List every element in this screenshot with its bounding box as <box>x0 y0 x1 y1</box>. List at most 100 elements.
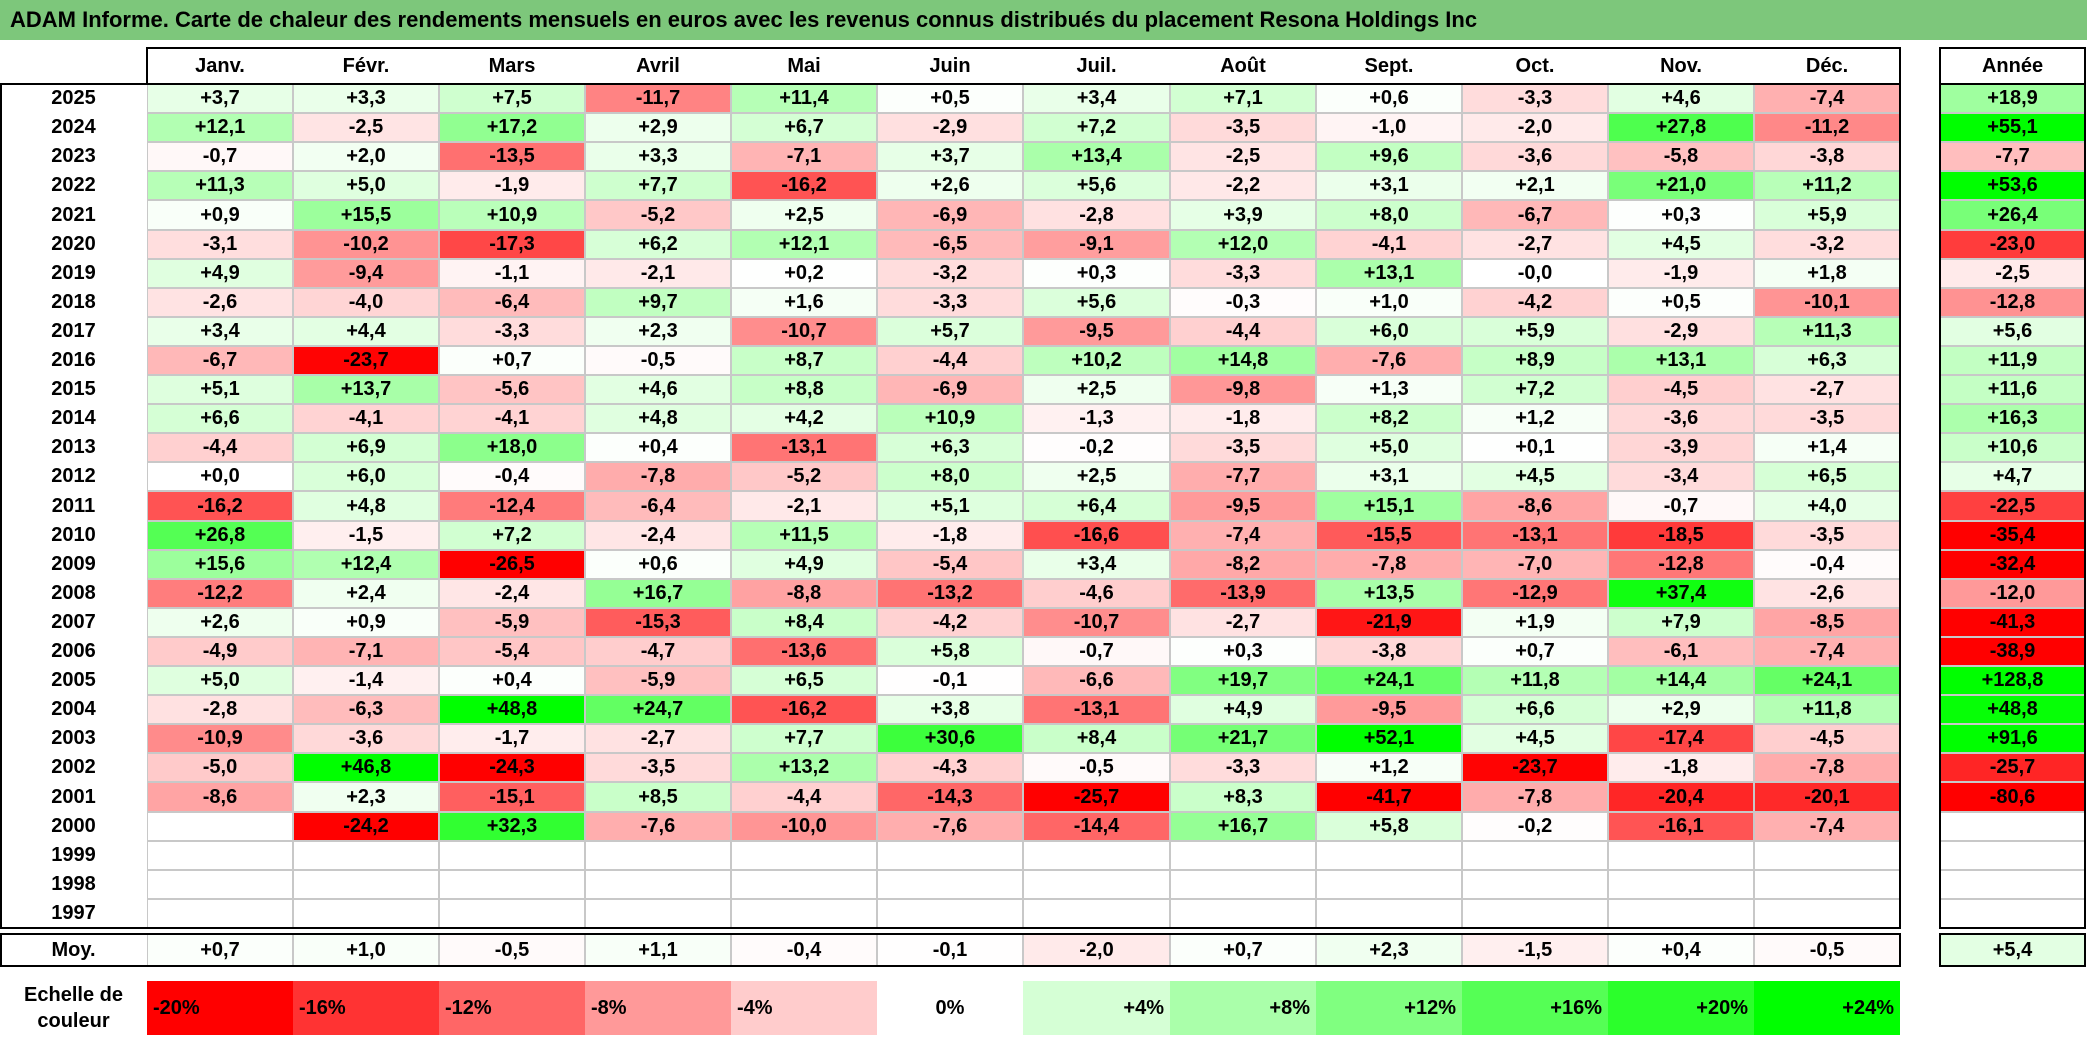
color-scale-label: Echelle de couleur <box>24 984 123 1032</box>
heatmap-cell: -7,4 <box>1754 637 1900 666</box>
heatmap-cell: -2,9 <box>1608 317 1754 346</box>
heatmap-cell: -10,2 <box>293 230 439 259</box>
heatmap-cell: +3,7 <box>147 84 293 113</box>
heatmap-cell: -5,2 <box>585 200 731 230</box>
year-label: 2009 <box>51 553 96 575</box>
heatmap-cell: -9,4 <box>293 259 439 288</box>
heatmap-cell: +17,2 <box>439 113 585 142</box>
heatmap-cell: +0,6 <box>1316 84 1462 113</box>
month-header: Juin <box>929 54 971 77</box>
heatmap-cell: -3,6 <box>1462 142 1608 171</box>
heatmap-cell: -6,4 <box>585 491 731 521</box>
heatmap-cell: +4,5 <box>1608 230 1754 259</box>
heatmap-cell: +0,5 <box>877 84 1023 113</box>
heatmap-cell: +2,5 <box>1023 375 1170 404</box>
heatmap-cell: +1,6 <box>731 288 877 317</box>
heatmap-cell: +6,6 <box>1462 695 1608 724</box>
heatmap-cell <box>293 899 439 928</box>
heatmap-cell: -2,7 <box>1462 230 1608 259</box>
heatmap-cell: +5,0 <box>147 666 293 695</box>
annual-cell: +91,6 <box>1940 724 2085 753</box>
annual-cell: -80,6 <box>1940 782 2085 812</box>
heatmap-cell: +8,3 <box>1170 782 1316 812</box>
heatmap-cell: -3,4 <box>1608 462 1754 491</box>
heatmap-cell: -4,1 <box>293 404 439 433</box>
annual-cell: -7,7 <box>1940 142 2085 171</box>
heatmap-cell: -6,1 <box>1608 637 1754 666</box>
heatmap-cell: +1,2 <box>1316 753 1462 782</box>
year-label: 2012 <box>51 465 96 487</box>
heatmap-cell: -2,1 <box>585 259 731 288</box>
heatmap-cell: +7,2 <box>1462 375 1608 404</box>
heatmap-cell: +13,1 <box>1608 346 1754 375</box>
heatmap-cell: -3,6 <box>1608 404 1754 433</box>
heatmap-cell: +6,4 <box>1023 491 1170 521</box>
heatmap-cell: -16,2 <box>147 491 293 521</box>
heatmap-cell: +7,7 <box>585 171 731 200</box>
heatmap-cell: +0,7 <box>1462 637 1608 666</box>
average-cell: +1,0 <box>293 934 439 966</box>
color-scale-swatch: -4% <box>731 981 877 1035</box>
heatmap-cell: +8,0 <box>877 462 1023 491</box>
heatmap-cell: +13,2 <box>731 753 877 782</box>
heatmap-cell: +8,7 <box>731 346 877 375</box>
heatmap-cell: -13,1 <box>1462 521 1608 550</box>
heatmap-cell: +4,6 <box>1608 84 1754 113</box>
heatmap-cell: -2,5 <box>1170 142 1316 171</box>
heatmap-cell: -3,2 <box>877 259 1023 288</box>
month-header: Janv. <box>195 54 245 77</box>
heatmap-cell: +13,1 <box>1316 259 1462 288</box>
heatmap-cell: -2,7 <box>1754 375 1900 404</box>
heatmap-cell: -18,5 <box>1608 521 1754 550</box>
heatmap-cell: -0,0 <box>1462 259 1608 288</box>
year-label: 2014 <box>51 407 96 429</box>
average-cell: +0,7 <box>1170 934 1316 966</box>
heatmap-cell: +5,0 <box>1316 433 1462 462</box>
heatmap-cell <box>147 812 293 841</box>
month-header: Juil. <box>1076 54 1117 77</box>
heatmap-cell: +3,9 <box>1170 200 1316 230</box>
heatmap-cell: -5,4 <box>877 550 1023 579</box>
heatmap-cell: +8,4 <box>731 608 877 637</box>
heatmap-cell: +8,2 <box>1316 404 1462 433</box>
heatmap-cell: +13,4 <box>1023 142 1170 171</box>
heatmap-cell: +6,6 <box>147 404 293 433</box>
heatmap-cell <box>731 841 877 870</box>
annual-cell: -23,0 <box>1940 230 2085 259</box>
color-scale-swatch: +4% <box>1023 981 1170 1035</box>
heatmap-cell: -13,2 <box>877 579 1023 608</box>
annual-cell <box>1940 899 2085 928</box>
annual-cell: -12,8 <box>1940 288 2085 317</box>
heatmap-cell: +0,1 <box>1462 433 1608 462</box>
heatmap-cell: -15,3 <box>585 608 731 637</box>
heatmap-cell: -3,3 <box>877 288 1023 317</box>
heatmap-cell: -12,8 <box>1608 550 1754 579</box>
heatmap-cell: +3,7 <box>877 142 1023 171</box>
heatmap-cell <box>585 841 731 870</box>
heatmap-cell: +2,5 <box>731 200 877 230</box>
heatmap-cell: +5,1 <box>877 491 1023 521</box>
annual-cell: +4,7 <box>1940 462 2085 491</box>
heatmap-cell: -25,7 <box>1023 782 1170 812</box>
heatmap-cell: -0,4 <box>1754 550 1900 579</box>
heatmap-cell: -4,3 <box>877 753 1023 782</box>
year-label: 2002 <box>51 756 96 778</box>
heatmap-cell: +5,0 <box>293 171 439 200</box>
heatmap-cell: +8,4 <box>1023 724 1170 753</box>
heatmap-cell: -5,9 <box>439 608 585 637</box>
heatmap-cell: -10,9 <box>147 724 293 753</box>
heatmap-cell: +24,7 <box>585 695 731 724</box>
heatmap-cell: -0,7 <box>1023 637 1170 666</box>
annual-cell: -41,3 <box>1940 608 2085 637</box>
heatmap-cell: -24,2 <box>293 812 439 841</box>
heatmap-cell: -1,5 <box>293 521 439 550</box>
heatmap-cell: -23,7 <box>1462 753 1608 782</box>
heatmap-cell: -17,3 <box>439 230 585 259</box>
heatmap-cell: -16,2 <box>731 171 877 200</box>
heatmap-cell: -8,2 <box>1170 550 1316 579</box>
color-scale-value: +8% <box>1269 996 1310 1019</box>
heatmap-cell: +0,9 <box>147 200 293 230</box>
heatmap-cell: -1,4 <box>293 666 439 695</box>
heatmap-cell: -8,6 <box>1462 491 1608 521</box>
heatmap-cell: +2,3 <box>585 317 731 346</box>
